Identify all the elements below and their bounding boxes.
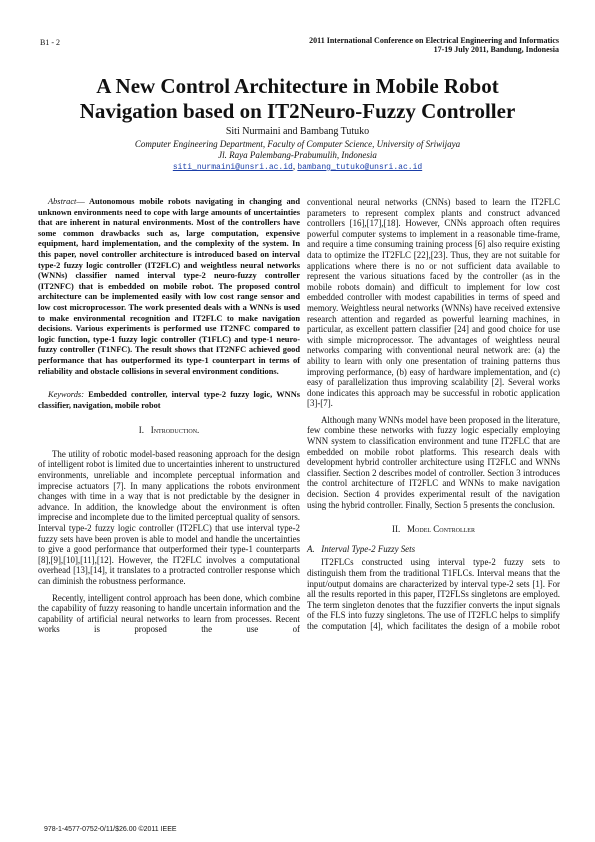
paragraph: IT2FLCs constructed using interval type-… [307,557,560,631]
section-title: Introduction. [150,425,200,436]
subsection-heading: A. Interval Type-2 Fuzzy Sets [307,544,560,555]
email[interactable]: bambang_tutuko@unsri.ac.id [297,163,423,172]
right-column: conventional neural networks (CNNs) base… [307,197,560,632]
subsection-number: A. [307,543,315,554]
section-number: II. [392,524,401,535]
paragraph: Recently, intelligent control approach h… [38,592,300,635]
paragraph: The utility of robotic model-based reaso… [38,448,300,586]
paragraph: conventional neural networks (CNNs) base… [307,197,560,409]
left-column: Abstract— Autonomous mobile robots navig… [38,197,300,635]
keywords-label: Keywords: [48,390,84,400]
footer: 978-1-4577-0752-0/11/$26.00 ©2011 IEEE [44,826,177,833]
conference-name: 2011 International Conference on Electri… [309,36,559,45]
page-code: B1 - 2 [40,38,60,47]
authors: Siti Nurmaini and Bambang Tutuko [225,126,370,137]
conference-header: 2011 International Conference on Electri… [309,36,559,54]
abstract-text: Autonomous mobile robots navigating in c… [38,197,300,376]
address: Jl. Raya Palembang-Prabumulih, Indonesia [218,150,377,160]
emails: siti_nurmaini@unsri.ac.id, bambang_tutuk… [172,161,423,172]
affiliation: Computer Engineering Department, Faculty… [134,139,461,149]
conference-date: 17-19 July 2011, Bandung, Indonesia [433,45,559,54]
title-line: Navigation based on IT2Neuro-Fuzzy Contr… [79,99,516,123]
title-line: A New Control Architecture in Mobile Rob… [96,74,499,98]
section-heading: I. Introduction. [38,425,300,436]
section-number: I. [138,425,144,436]
abstract-label: Abstract [48,197,77,206]
abstract: Abstract— Autonomous mobile robots navig… [38,197,300,376]
paragraph: Although many WNNs model have been propo… [307,414,560,510]
subsection-title: Interval Type-2 Fuzzy Sets [321,543,416,554]
section-title: Model Controller [407,524,475,535]
keywords-text: Embedded controller, interval type-2 fuz… [38,390,301,410]
section-heading: II. Model Controller [307,524,560,535]
keywords: Keywords: Embedded controller, interval … [38,390,300,411]
email[interactable]: siti_nurmaini@unsri.ac.id [172,163,293,172]
